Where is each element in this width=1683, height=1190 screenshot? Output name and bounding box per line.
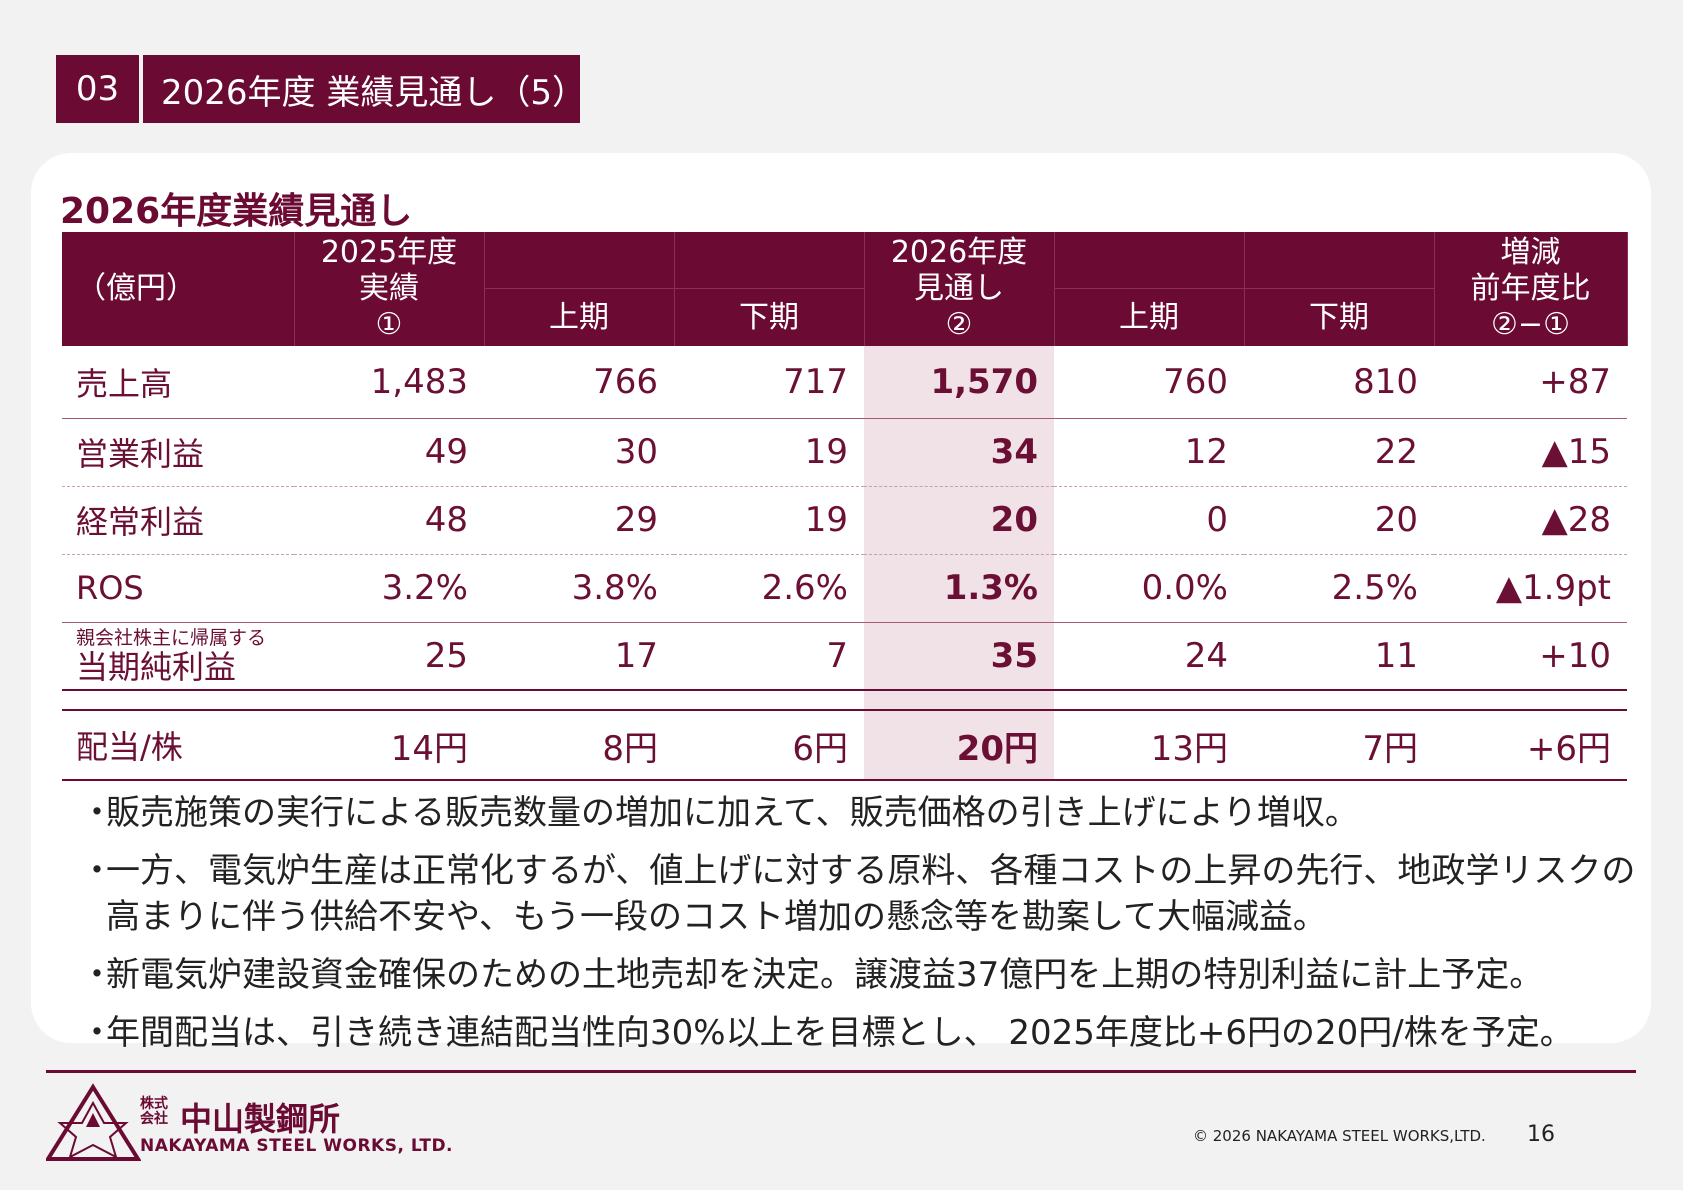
bullet-item: ・年間配当は、引き続き連結配当性向30%以上を目標とし、 2025年度比+6円の… [80, 1010, 1640, 1056]
col-header-fy2025-h2: 下期 [674, 232, 865, 346]
table-cell: 19 [674, 486, 864, 555]
bullet-item: ・一方、電気炉生産は正常化するが、値上げに対する原料、各種コストの上昇の先行、地… [80, 848, 1640, 940]
table-cell: 19 [674, 418, 864, 487]
table-cell: 760 [1054, 346, 1244, 419]
table-cell: 0.0% [1054, 554, 1244, 623]
table-row: 配当/株 14円 8円 6円 20円 13円 7円 +6円 [62, 710, 1627, 781]
company-type: 株式会社 [140, 1096, 168, 1127]
company-name-en: NAKAYAMA STEEL WORKS, LTD. [140, 1136, 454, 1156]
table-cell: ▲1.9pt [1434, 554, 1627, 623]
table-cell: 3.2% [294, 554, 484, 623]
row-label: 親会社株主に帰属する 当期純利益 [62, 622, 294, 691]
table-cell: 17 [484, 622, 674, 691]
col-header-change-l3: ②−① [1491, 307, 1570, 342]
bullet-marker: ・ [80, 793, 114, 833]
table-cell: 717 [674, 346, 864, 419]
copyright: © 2026 NAKAYAMA STEEL WORKS,LTD. [1193, 1127, 1486, 1145]
table-row: 売上高 1,483 766 717 1,570 760 810 +87 [62, 346, 1627, 419]
table-cell: ▲28 [1434, 486, 1627, 555]
bullet-marker: ・ [80, 851, 114, 891]
bullet-marker: ・ [80, 955, 114, 995]
table-spacer [62, 690, 1627, 711]
row-label-prefix: 親会社株主に帰属する [76, 626, 267, 649]
col-header-fy2026-l1: 2026年度 [890, 235, 1028, 270]
table-cell: 2.6% [674, 554, 864, 623]
row-label: 営業利益 [62, 418, 294, 487]
table-cell: 11 [1244, 622, 1434, 691]
row-label-main: 当期純利益 [76, 647, 237, 686]
table-cell: 1,570 [864, 346, 1054, 419]
col-header-fy2026: 2026年度 見通し ② [864, 232, 1055, 346]
table-cell: +6円 [1434, 710, 1627, 781]
table-cell: 20 [864, 486, 1054, 555]
forecast-table: （億円） 2025年度 実績 ① 上期 下期 2026年度 見通し ② 上期 下… [62, 232, 1628, 781]
company-name-jp: 中山製鋼所 [180, 1100, 341, 1138]
table-cell: 7円 [1244, 710, 1434, 781]
table-row: 営業利益 49 30 19 34 12 22 ▲15 [62, 418, 1627, 487]
table-cell: 22 [1244, 418, 1434, 487]
col-header-fy2026-l2: 見通し [914, 271, 1004, 306]
table-cell: 1,483 [294, 346, 484, 419]
table-cell: 0 [1054, 486, 1244, 555]
table-cell: 8円 [484, 710, 674, 781]
page-number: 16 [1527, 1122, 1555, 1147]
bullet-item: ・新電気炉建設資金確保のための土地売却を決定。譲渡益37億円を上期の特別利益に計… [80, 952, 1640, 998]
table-cell: 14円 [294, 710, 484, 781]
table-cell: 48 [294, 486, 484, 555]
table-cell: +10 [1434, 622, 1627, 691]
row-label: ROS [62, 554, 294, 623]
col-header-fy2025-l2: 実績 [359, 271, 419, 306]
bullet-text: 販売施策の実行による販売数量の増加に加えて、販売価格の引き上げにより増収。 [106, 793, 1359, 833]
table-cell: 35 [864, 622, 1054, 691]
table-row: ROS 3.2% 3.8% 2.6% 1.3% 0.0% 2.5% ▲1.9pt [62, 554, 1627, 623]
col-header-change-l1: 増減 [1500, 235, 1561, 270]
table-row: 親会社株主に帰属する 当期純利益 25 17 7 35 24 11 +10 [62, 622, 1627, 691]
table-cell: 25 [294, 622, 484, 691]
table-cell: 1.3% [864, 554, 1054, 623]
col-header-fy2026-h1: 上期 [1054, 232, 1245, 346]
table-cell: 29 [484, 486, 674, 555]
table-cell: 3.8% [484, 554, 674, 623]
table-cell: 12 [1054, 418, 1244, 487]
table-cell: 24 [1054, 622, 1244, 691]
table-cell: ▲15 [1434, 418, 1627, 487]
bullet-list: ・販売施策の実行による販売数量の増加に加えて、販売価格の引き上げにより増収。 ・… [80, 790, 1640, 1068]
bullet-text: 年間配当は、引き続き連結配当性向30%以上を目標とし、 2025年度比+6円の2… [106, 1013, 1574, 1053]
row-label: 配当/株 [62, 710, 294, 781]
col-header-change-l2: 前年度比 [1470, 271, 1591, 306]
bullet-text: 一方、電気炉生産は正常化するが、値上げに対する原料、各種コストの上昇の先行、地政… [106, 851, 1636, 937]
section-title: 2026年度業績見通し [60, 191, 413, 232]
table-cell: 49 [294, 418, 484, 487]
unit-label: （億円） [62, 232, 295, 346]
col-header-fy2026-l3: ② [945, 307, 973, 342]
table-cell: 20円 [864, 710, 1054, 781]
col-header-fy2025: 2025年度 実績 ① [294, 232, 485, 346]
col-header-fy2025-l1: 2025年度 [320, 235, 458, 270]
section-number: 03 [56, 55, 139, 123]
col-header-fy2025-h1: 上期 [484, 232, 675, 346]
table-cell: 30 [484, 418, 674, 487]
table-cell: 34 [864, 418, 1054, 487]
bullet-marker: ・ [80, 1013, 114, 1053]
col-header-change: 増減 前年度比 ②−① [1434, 232, 1628, 346]
col-header-fy2026-h2: 下期 [1244, 232, 1435, 346]
table-row: 経常利益 48 29 19 20 0 20 ▲28 [62, 486, 1627, 555]
row-label: 売上高 [62, 346, 294, 419]
page-title: 2026年度 業績見通し（5） [143, 55, 586, 123]
bullet-item: ・販売施策の実行による販売数量の増加に加えて、販売価格の引き上げにより増収。 [80, 790, 1640, 836]
table-cell: 2.5% [1244, 554, 1434, 623]
footer-divider [46, 1070, 1636, 1073]
table-cell: 13円 [1054, 710, 1244, 781]
table-cell: +87 [1434, 346, 1627, 419]
table-cell: 766 [484, 346, 674, 419]
row-label: 経常利益 [62, 486, 294, 555]
table-cell: 810 [1244, 346, 1434, 419]
table-cell: 7 [674, 622, 864, 691]
company-logo-icon [46, 1083, 141, 1161]
table-cell: 20 [1244, 486, 1434, 555]
table-cell: 6円 [674, 710, 864, 781]
col-header-fy2025-l3: ① [375, 307, 403, 342]
bullet-text: 新電気炉建設資金確保のための土地売却を決定。譲渡益37億円を上期の特別利益に計上… [106, 955, 1544, 995]
